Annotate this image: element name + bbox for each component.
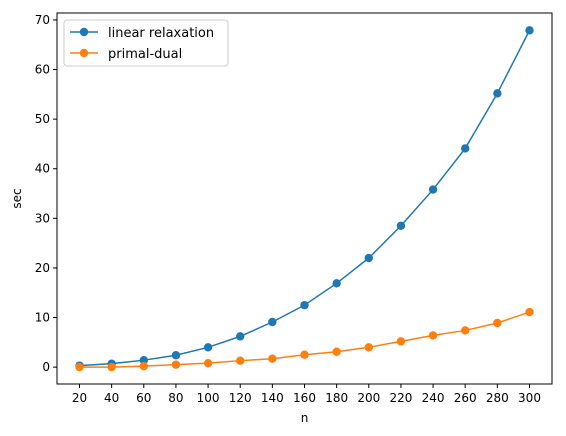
- x-tick-label: 100: [197, 391, 220, 405]
- x-tick-label: 260: [454, 391, 477, 405]
- x-tick-label: 160: [293, 391, 316, 405]
- x-tick-label: 60: [136, 391, 151, 405]
- data-point: [268, 354, 277, 363]
- data-point: [171, 360, 181, 369]
- series-layer: [75, 26, 534, 372]
- data-point: [332, 347, 341, 356]
- data-point: [268, 317, 277, 327]
- y-tick-label: 40: [35, 162, 50, 176]
- legend-label: linear relaxation: [108, 26, 214, 41]
- data-point: [332, 279, 341, 288]
- legend-item: primal-dual: [70, 47, 182, 62]
- y-tick-label: 10: [35, 311, 50, 325]
- data-point: [236, 332, 245, 341]
- x-axis-label: n: [301, 411, 309, 425]
- x-axis-ticks: 20 40 60 80 100 120 140 160 180 200 220 240 260 280 30…: [72, 384, 541, 405]
- data-point: [493, 318, 502, 328]
- legend-label: primal-dual: [108, 47, 182, 62]
- data-point: [139, 355, 148, 365]
- y-tick-label: 20: [35, 261, 50, 275]
- data-point: [107, 362, 116, 372]
- x-tick-label: 200: [357, 391, 380, 405]
- x-tick-label: 140: [261, 391, 284, 405]
- y-tick-label: 0: [42, 360, 50, 374]
- y-axis-label: sec: [10, 188, 24, 208]
- data-point: [139, 361, 148, 371]
- data-point: [203, 358, 213, 368]
- y-tick-label: 30: [35, 211, 50, 225]
- data-point: [461, 326, 470, 335]
- data-point: [300, 350, 309, 359]
- x-tick-label: 180: [325, 391, 348, 405]
- data-point: [461, 144, 470, 153]
- data-point: [171, 351, 181, 360]
- x-tick-label: 280: [486, 391, 509, 405]
- legend-marker: [79, 48, 89, 58]
- y-axis-ticks: 0 10 20 30 40 50 60 70: [35, 13, 57, 374]
- data-point: [428, 331, 438, 340]
- x-tick-label: 40: [104, 391, 119, 405]
- y-tick-label: 70: [35, 13, 50, 27]
- data-point: [364, 253, 373, 263]
- data-point: [236, 356, 245, 365]
- legend-frame: [63, 19, 229, 67]
- x-tick-label: 220: [389, 391, 412, 405]
- y-tick-label: 50: [35, 112, 50, 126]
- x-tick-label: 120: [229, 391, 252, 405]
- x-tick-label: 20: [72, 391, 87, 405]
- plot-area: [57, 13, 552, 384]
- legend: linear relaxation primal-dual: [63, 19, 229, 67]
- legend-item: linear relaxation: [70, 26, 214, 41]
- x-tick-label: 80: [168, 391, 183, 405]
- y-tick-label: 60: [35, 63, 50, 77]
- data-point: [364, 343, 373, 352]
- data-point: [428, 185, 438, 194]
- legend-marker: [79, 27, 89, 37]
- data-point: [300, 300, 309, 310]
- data-point: [525, 307, 534, 317]
- data-point: [493, 89, 502, 98]
- data-point: [203, 343, 213, 352]
- x-tick-label: 300: [518, 391, 541, 405]
- series-2: [75, 307, 534, 372]
- data-point: [396, 221, 406, 230]
- data-point: [525, 26, 534, 35]
- x-tick-label: 240: [422, 391, 445, 405]
- data-point: [75, 362, 84, 372]
- data-point: [396, 337, 406, 346]
